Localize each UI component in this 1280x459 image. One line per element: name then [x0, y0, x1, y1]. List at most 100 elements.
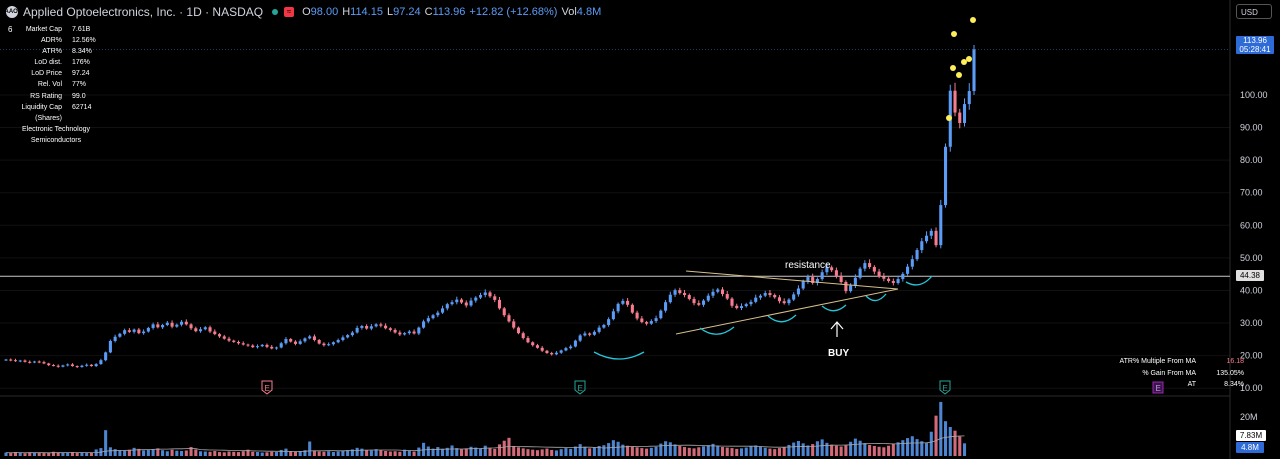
volume-bar: [569, 448, 573, 456]
stat-label: LoD Price: [31, 70, 62, 78]
volume-bar: [659, 443, 663, 456]
cup-arc[interactable]: [865, 293, 887, 302]
earnings-markers[interactable]: E E E E: [261, 380, 1164, 395]
open-value: 98.00: [310, 6, 339, 18]
marker-dot: [970, 17, 976, 23]
candle-body: [189, 324, 193, 329]
volume-bar: [811, 444, 815, 456]
volume-bar: [588, 448, 592, 456]
volume-bar: [739, 448, 744, 456]
volume-bar: [407, 450, 411, 456]
candle-body: [422, 321, 426, 328]
candle-body: [298, 341, 302, 344]
stat-row: LoD Price 97.24: [6, 68, 102, 79]
candle-body: [9, 359, 13, 361]
cup-arc[interactable]: [699, 326, 735, 335]
volume-bar: [777, 448, 781, 456]
candle-body: [962, 104, 967, 123]
earnings-marker-icon[interactable]: E: [1152, 381, 1164, 394]
high-value: 114.15: [350, 6, 383, 18]
cup-arc[interactable]: [593, 351, 645, 360]
volume-bar: [716, 445, 720, 456]
candle-body: [241, 343, 245, 345]
marker-dot: [951, 31, 957, 37]
volume-bar: [962, 443, 967, 456]
candle-body: [412, 331, 416, 334]
volume-bar: [336, 451, 340, 456]
volume-bar: [369, 450, 373, 456]
volume-bar: [175, 450, 179, 456]
candle-body: [564, 348, 568, 351]
candle-body: [445, 304, 449, 309]
volume-bar: [896, 442, 900, 456]
volume-bar: [678, 445, 682, 456]
price-axis-ticks: 10.00 20.00 30.00 40.00 50.00 60.00 70.00 80.00…: [1240, 90, 1268, 393]
candle-body: [374, 324, 378, 327]
support-trendline[interactable]: [675, 288, 899, 335]
candle-body: [744, 304, 748, 307]
volume-bar: [293, 451, 297, 456]
cup-arc[interactable]: [905, 275, 933, 286]
candle-body: [735, 305, 739, 309]
volume-bar: [312, 450, 316, 456]
candle-body: [583, 333, 587, 336]
earnings-marker-icon[interactable]: E: [939, 380, 951, 395]
price-tick-label: 80.00: [1240, 155, 1263, 165]
stat-label: ADR%: [40, 37, 62, 45]
volume-bar: [815, 441, 819, 456]
currency-selector[interactable]: USD: [1236, 4, 1272, 19]
volume-bar: [782, 447, 786, 456]
candle-body: [274, 347, 279, 349]
candle-body: [217, 334, 222, 337]
candle-body: [56, 365, 60, 367]
earnings-marker-icon[interactable]: E: [574, 380, 586, 395]
candle-body: [51, 365, 55, 367]
volume-bar: [920, 441, 924, 456]
volume-bar: [943, 421, 948, 456]
candle-body: [554, 352, 558, 355]
volume-bar: [526, 449, 530, 456]
candle-body: [289, 339, 293, 342]
close-value: 113.96: [432, 6, 466, 18]
stat-row: Rel. Vol 77%: [6, 79, 102, 90]
cup-arc[interactable]: [821, 304, 847, 312]
cup-arc[interactable]: [767, 314, 797, 323]
earnings-marker-icon[interactable]: E: [261, 380, 273, 395]
candle-body: [232, 340, 236, 342]
candle-body: [906, 266, 910, 274]
candle-body: [934, 230, 938, 246]
volume-bar: [66, 452, 70, 456]
candle-body: [293, 341, 297, 344]
volume-bar: [545, 448, 549, 456]
candle-body: [967, 91, 971, 105]
candle-body: [792, 294, 796, 300]
candle-body: [369, 326, 373, 329]
volume-bar: [868, 444, 872, 456]
volume-bar: [246, 449, 250, 456]
candle-body: [303, 338, 307, 342]
candle-body: [327, 344, 331, 346]
volume-bar: [455, 448, 459, 456]
volume-bar: [735, 448, 739, 456]
stats-collapse-toggle[interactable]: 6: [8, 25, 13, 34]
candle-body: [80, 365, 84, 368]
volume-bar: [749, 446, 753, 456]
symbol-title[interactable]: Applied Optoelectronics, Inc. · 1D · NAS…: [23, 5, 264, 19]
candle-body: [953, 90, 957, 113]
stat-sector: Electronic Technology: [22, 125, 90, 133]
volume-bar: [222, 452, 226, 456]
candle-body: [246, 344, 250, 346]
volume-bar: [687, 447, 691, 456]
annotations[interactable]: resistance BUY: [593, 17, 976, 360]
candle-body: [868, 263, 872, 268]
candle-body: [516, 327, 521, 334]
candle-body: [573, 340, 577, 347]
volume-bar: [227, 451, 231, 456]
candle-body: [108, 340, 112, 353]
resistance-trendline[interactable]: [685, 270, 899, 290]
stat-row: LoD dist. 176%: [6, 57, 102, 68]
volume-bar: [830, 444, 834, 456]
candle-body: [701, 300, 706, 305]
candle-body: [649, 321, 653, 324]
